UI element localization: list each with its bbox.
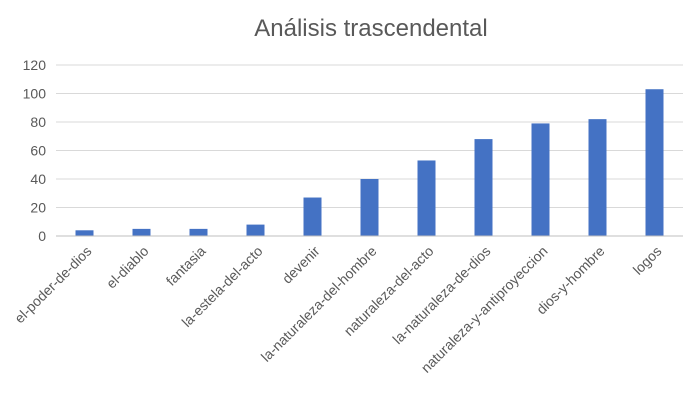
x-axis-ticks: el-poder-de-dios el-diablo fantasiala-este… xyxy=(11,243,664,376)
y-tick-label: 20 xyxy=(30,200,46,216)
bar xyxy=(588,119,607,236)
bar xyxy=(531,123,550,236)
y-axis-ticks: 0 20 40 60 80 100 120 xyxy=(23,57,47,244)
y-tick-label: 60 xyxy=(30,143,46,159)
bar xyxy=(474,139,493,236)
y-tick-label: 80 xyxy=(30,114,46,130)
x-tick-label: el-poder-de-dios xyxy=(11,243,94,326)
bar xyxy=(303,197,322,236)
gridlines xyxy=(56,64,683,208)
x-tick-label: fantasia xyxy=(163,243,209,289)
x-tick-label: devenir xyxy=(279,243,323,287)
x-tick-label: el-diablo xyxy=(103,243,152,292)
y-tick-label: 100 xyxy=(23,86,47,102)
x-tick-label: la-naturaleza-de-dios xyxy=(389,243,493,347)
x-tick-label: logos xyxy=(630,243,665,278)
bar xyxy=(132,228,151,236)
bar xyxy=(246,224,265,236)
x-tick-label: la-naturaleza-del-hombre xyxy=(258,243,380,365)
bar xyxy=(189,228,208,236)
bar xyxy=(75,230,94,236)
bar xyxy=(360,179,379,236)
y-tick-label: 40 xyxy=(30,171,46,187)
chart-title: Análisis trascendental xyxy=(254,15,487,42)
bars xyxy=(75,89,664,236)
bar xyxy=(417,160,436,236)
y-tick-label: 120 xyxy=(23,57,47,73)
y-tick-label: 0 xyxy=(38,228,46,244)
bar xyxy=(645,89,664,236)
